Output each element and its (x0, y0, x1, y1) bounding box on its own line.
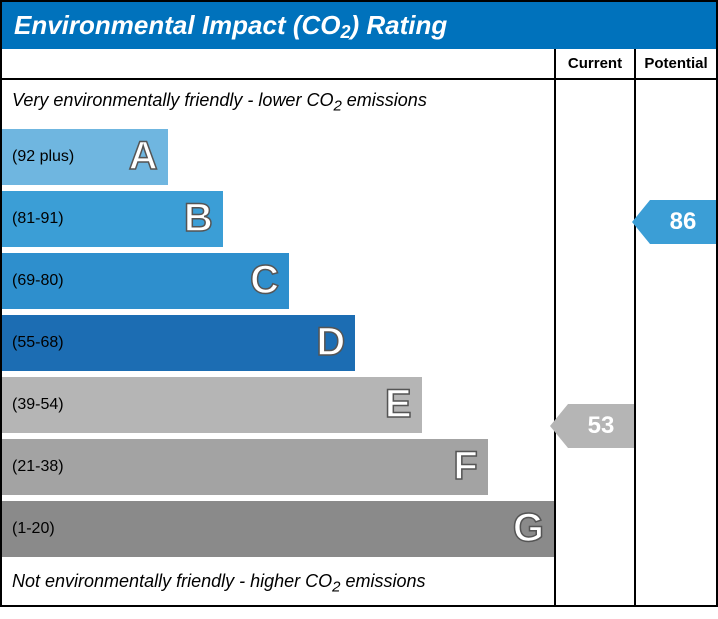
band-range: (92 plus) (12, 148, 74, 166)
band-letter: D (316, 320, 345, 365)
band-range: (69-80) (12, 272, 64, 290)
bars-container: (92 plus) A (81-91) B (69-80) C (55-68) D (39-54… (2, 119, 554, 567)
band-letter: A (129, 134, 158, 179)
band-bar-f: (21-38) F (2, 439, 488, 495)
band-range: (21-38) (12, 458, 64, 476)
chart-body: Very environmentally friendly - lower CO… (2, 80, 716, 605)
band-row-c: (69-80) C (2, 253, 554, 309)
band-letter: C (250, 258, 279, 303)
chart-title: Environmental Impact (CO2) Rating (2, 2, 716, 49)
band-row-a: (92 plus) A (2, 129, 554, 185)
band-row-f: (21-38) F (2, 439, 554, 495)
band-row-b: (81-91) B (2, 191, 554, 247)
title-text-prefix: Environmental Impact (CO (14, 10, 341, 40)
band-range: (55-68) (12, 334, 64, 352)
bands-column: Very environmentally friendly - lower CO… (2, 80, 556, 605)
note-top: Very environmentally friendly - lower CO… (2, 86, 554, 119)
band-bar-b: (81-91) B (2, 191, 223, 247)
epc-rating-chart: Environmental Impact (CO2) Rating Curren… (0, 0, 718, 607)
band-letter: G (513, 506, 544, 551)
title-text-suffix: ) Rating (351, 10, 448, 40)
current-column: 53 (556, 80, 636, 605)
band-row-e: (39-54) E (2, 377, 554, 433)
band-row-d: (55-68) D (2, 315, 554, 371)
band-letter: B (184, 196, 213, 241)
band-letter: F (453, 444, 477, 489)
marker-potential: 86 (650, 200, 716, 244)
marker-current: 53 (568, 404, 634, 448)
band-bar-g: (1-20) G (2, 501, 554, 557)
band-range: (81-91) (12, 210, 64, 228)
band-row-g: (1-20) G (2, 501, 554, 557)
header-potential: Potential (636, 49, 716, 78)
band-letter: E (385, 382, 412, 427)
band-range: (39-54) (12, 396, 64, 414)
note-bottom: Not environmentally friendly - higher CO… (2, 567, 554, 600)
band-range: (1-20) (12, 520, 55, 538)
band-bar-d: (55-68) D (2, 315, 355, 371)
header-spacer (2, 49, 556, 78)
band-bar-e: (39-54) E (2, 377, 422, 433)
title-sub: 2 (341, 22, 351, 42)
header-row: Current Potential (2, 49, 716, 80)
band-bar-c: (69-80) C (2, 253, 289, 309)
band-bar-a: (92 plus) A (2, 129, 168, 185)
header-current: Current (556, 49, 636, 78)
potential-column: 86 (636, 80, 716, 605)
